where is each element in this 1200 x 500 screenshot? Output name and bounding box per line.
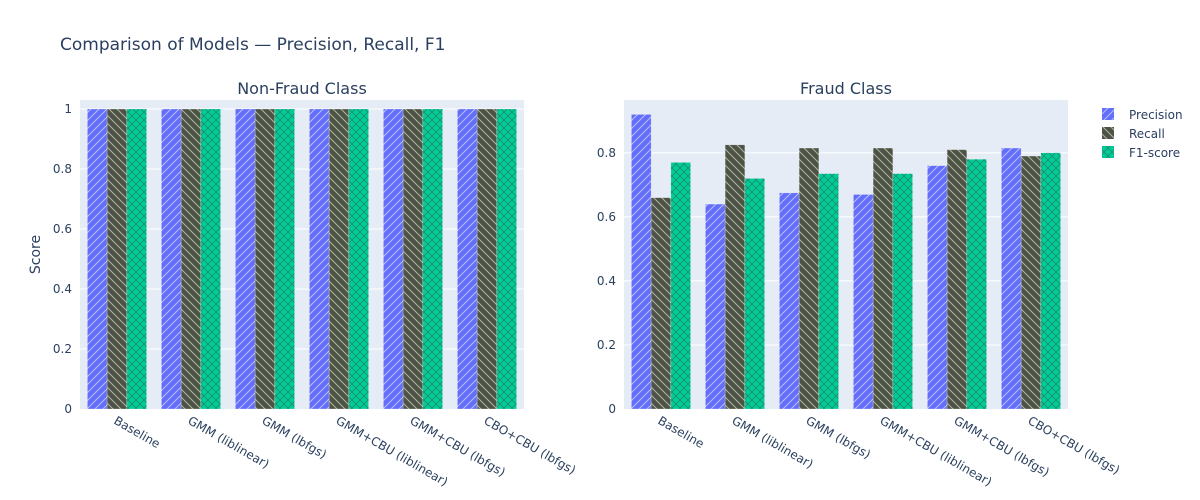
y-tick-label: 0.6 — [597, 210, 616, 224]
bar-precision-baseline[interactable] — [631, 114, 652, 410]
subplot-fraud: 0 0.2 0.4 0.6 0.8 Fraud Class Baseline GMM (lib… — [597, 79, 1122, 489]
bar-f1-score-gmm-lbfgs[interactable] — [274, 108, 295, 410]
bar-precision-gmm-lbfgs[interactable] — [235, 108, 256, 410]
bar-recall-cbo-cbu-lbfgs[interactable] — [1020, 155, 1042, 410]
bar-f1-score-gmm-liblinear[interactable] — [200, 108, 221, 410]
subplot-title: Fraud Class — [800, 79, 892, 98]
legend-label-recall[interactable]: Recall — [1129, 127, 1165, 141]
bar-precision-gmm-liblinear[interactable] — [161, 108, 182, 410]
bar-f1-score-gmm-cbu-lbfgs[interactable] — [422, 108, 443, 410]
x-tick-label: GMM (lbfgs) — [260, 413, 330, 461]
legend-swatch-pattern — [1102, 146, 1114, 158]
bar-precision-gmm-cbu-liblinear[interactable] — [309, 108, 330, 410]
legend-label-precision[interactable]: Precision — [1129, 108, 1183, 122]
bar-recall-baseline[interactable] — [650, 197, 672, 410]
plot-area — [624, 100, 1068, 409]
subplot-title: Non-Fraud Class — [237, 79, 367, 98]
y-tick-label: 0.8 — [597, 146, 616, 160]
bar-precision-gmm-cbu-liblinear[interactable] — [853, 194, 874, 410]
bar-f1-score-gmm-cbu-lbfgs[interactable] — [966, 158, 987, 410]
bar-recall-gmm-lbfgs[interactable] — [254, 108, 276, 410]
y-tick-label: 0.8 — [53, 162, 72, 176]
bar-f1-score-cbo-cbu-lbfgs[interactable] — [1040, 152, 1061, 410]
bar-precision-cbo-cbu-lbfgs[interactable] — [457, 108, 478, 410]
y-tick-label: 0.6 — [53, 222, 72, 236]
bar-precision-gmm-cbu-lbfgs[interactable] — [383, 108, 404, 410]
bar-f1-score-gmm-lbfgs[interactable] — [818, 173, 839, 410]
bar-precision-baseline[interactable] — [87, 108, 108, 410]
y-tick-label: 1 — [64, 102, 72, 116]
bar-recall-gmm-cbu-lbfgs[interactable] — [946, 149, 968, 410]
y-tick-label: 0.4 — [597, 274, 616, 288]
bar-recall-gmm-liblinear[interactable] — [180, 108, 202, 410]
y-axis-label: Score — [28, 235, 44, 274]
y-tick-label: 0.2 — [53, 342, 72, 356]
bar-precision-gmm-liblinear[interactable] — [705, 203, 726, 410]
bar-f1-score-gmm-liblinear[interactable] — [744, 178, 765, 410]
bar-f1-score-baseline[interactable] — [670, 162, 691, 410]
bar-recall-gmm-liblinear[interactable] — [724, 144, 746, 410]
x-tick-label: Baseline — [656, 413, 707, 451]
bar-recall-gmm-lbfgs[interactable] — [798, 147, 820, 410]
legend-label-f1-score[interactable]: F1-score — [1129, 146, 1180, 160]
bar-f1-score-cbo-cbu-lbfgs[interactable] — [496, 108, 517, 410]
y-tick-label: 0 — [64, 402, 72, 416]
bar-f1-score-baseline[interactable] — [126, 108, 147, 410]
bar-recall-baseline[interactable] — [106, 108, 128, 410]
legend-swatch-pattern — [1102, 108, 1114, 120]
bar-precision-gmm-lbfgs[interactable] — [779, 192, 800, 410]
subplot-non-fraud: 0 0.2 0.4 0.6 0.8 1 Non-Fraud Class Score Baseli… — [28, 79, 578, 489]
x-tick-label: Baseline — [112, 413, 163, 451]
chart-title: Comparison of Models — Precision, Recall… — [60, 35, 445, 55]
bar-recall-cbo-cbu-lbfgs[interactable] — [476, 108, 498, 410]
legend-swatch-pattern — [1102, 127, 1114, 139]
y-tick-label: 0 — [608, 402, 616, 416]
legend[interactable]: Precision Recall F1-score — [1102, 108, 1183, 160]
bar-recall-gmm-cbu-lbfgs[interactable] — [402, 108, 424, 410]
bar-f1-score-gmm-cbu-liblinear[interactable] — [348, 108, 369, 410]
x-tick-label: GMM (liblinear) — [730, 413, 816, 471]
plot-area — [80, 100, 524, 409]
x-tick-label: GMM (liblinear) — [186, 413, 272, 471]
bar-recall-gmm-cbu-liblinear[interactable] — [872, 147, 894, 410]
x-tick-label: GMM (lbfgs) — [804, 413, 874, 461]
bar-f1-score-gmm-cbu-liblinear[interactable] — [892, 173, 913, 410]
bar-precision-cbo-cbu-lbfgs[interactable] — [1001, 147, 1022, 410]
y-tick-label: 0.2 — [597, 338, 616, 352]
y-tick-label: 0.4 — [53, 282, 72, 296]
bar-recall-gmm-cbu-liblinear[interactable] — [328, 108, 350, 410]
bar-precision-gmm-cbu-lbfgs[interactable] — [927, 165, 948, 410]
